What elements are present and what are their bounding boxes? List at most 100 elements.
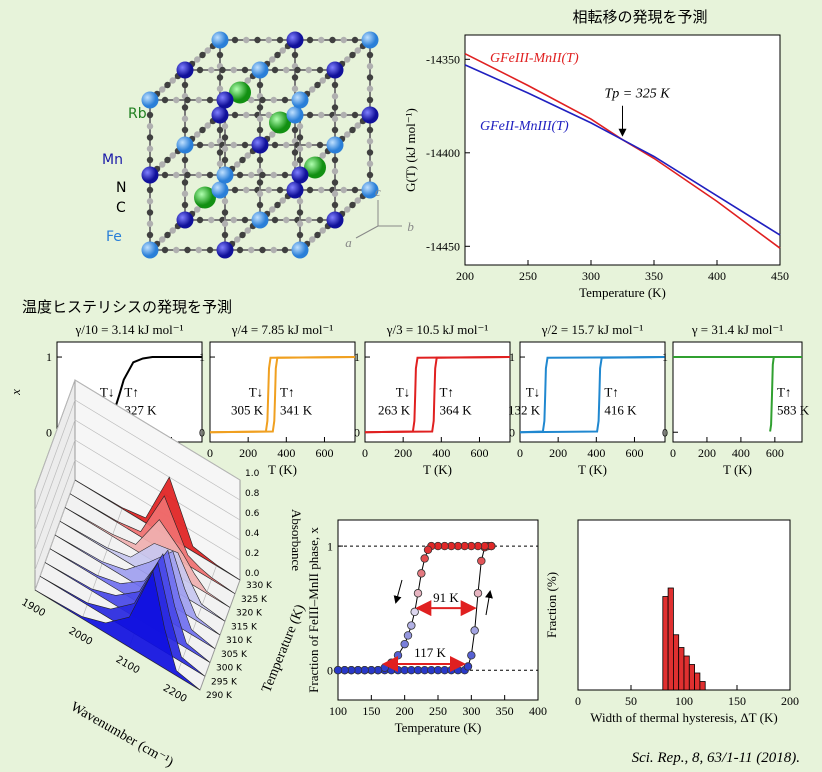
fe-atom: [292, 92, 309, 109]
x-tick-label: 400: [529, 704, 547, 718]
x-tick-label: 200: [239, 446, 257, 460]
x-axis-label: Width of thermal hysteresis, ΔT (K): [590, 710, 777, 725]
bead: [283, 217, 289, 223]
bead: [147, 232, 153, 238]
bead: [182, 191, 188, 197]
bead: [271, 172, 277, 178]
annotation: 117 K: [414, 645, 446, 660]
bead: [277, 37, 283, 43]
annotation: T↓: [396, 385, 410, 400]
x-axis-label: Temperature (K): [395, 720, 482, 735]
y-tick-label: 1: [354, 350, 360, 364]
mn-atom: [287, 32, 304, 49]
bead: [242, 217, 248, 223]
bead: [332, 93, 338, 99]
x-tick-label: 600: [625, 446, 643, 460]
y-tick-label: -14350: [426, 53, 460, 67]
y-tick-label: 1.0: [245, 469, 260, 479]
bead: [332, 127, 338, 133]
bead: [352, 112, 358, 118]
z-tick-label: 300 K: [216, 664, 243, 674]
bead: [314, 232, 320, 238]
x-axis-label: Temperature (K): [579, 285, 666, 300]
bead: [367, 63, 373, 69]
annotation: T↑: [439, 385, 453, 400]
z-tick-label: 330 K: [246, 581, 273, 591]
fe-atom: [217, 167, 234, 184]
bead: [272, 217, 278, 223]
bead: [164, 232, 170, 238]
bead: [205, 47, 211, 53]
bead: [232, 187, 238, 193]
bead: [320, 77, 326, 83]
bead: [367, 149, 373, 155]
bead: [344, 56, 350, 62]
bead: [318, 187, 324, 193]
x-tick-label: 350: [645, 269, 663, 283]
bead: [306, 67, 312, 73]
bead: [266, 187, 272, 193]
bead: [207, 172, 213, 178]
x-tick-label: 0: [575, 694, 581, 708]
x-tick-label: 400: [587, 446, 605, 460]
bead: [332, 82, 338, 88]
atom-label: Rb: [128, 106, 147, 122]
atom-label: Mn: [102, 152, 123, 168]
fe-atom: [177, 137, 194, 154]
bead: [243, 187, 249, 193]
bead: [294, 67, 300, 73]
bead: [239, 157, 245, 163]
bead: [245, 77, 251, 83]
bead: [332, 168, 338, 174]
section-title: 温度ヒステリシスの発現を予測: [22, 298, 232, 316]
bead: [184, 247, 190, 253]
bead: [232, 112, 238, 118]
annotation: 91 K: [433, 590, 459, 605]
x-tick-label: 200: [698, 446, 716, 460]
bead: [297, 134, 303, 140]
bead: [162, 247, 168, 253]
bead: [164, 157, 170, 163]
bead: [355, 47, 361, 53]
bead: [199, 52, 205, 58]
bead: [147, 198, 153, 204]
y-tick-label: -14400: [426, 146, 460, 160]
y-tick-label: 1: [509, 350, 515, 364]
y-tick-label: 0: [46, 425, 52, 439]
bead: [317, 217, 323, 223]
annotation: 341 K: [280, 403, 313, 418]
bar: [668, 588, 673, 690]
bead: [257, 127, 263, 133]
data-point: [418, 570, 426, 578]
bead: [184, 172, 190, 178]
chart-title: γ/3 = 10.5 kJ mol⁻¹: [386, 322, 489, 337]
bead: [292, 52, 298, 58]
bead: [194, 131, 200, 137]
y-tick-label: 1: [46, 350, 52, 364]
bead: [257, 116, 263, 122]
y-axis-label: G(T) (kJ mol⁻¹): [403, 108, 418, 192]
x-tick-label: 0: [207, 446, 213, 460]
atom-label: N: [116, 180, 126, 196]
bead: [307, 37, 313, 43]
x-tick-label: 400: [432, 446, 450, 460]
bead: [309, 86, 315, 92]
data-point: [404, 632, 412, 640]
annotation: 263 K: [378, 403, 411, 418]
bead: [207, 97, 213, 103]
bead: [297, 232, 303, 238]
x-tick-label: 250: [519, 269, 537, 283]
bead: [292, 86, 298, 92]
y-tick-label: 0.6: [245, 509, 260, 519]
bead: [248, 247, 254, 253]
bead: [269, 131, 275, 137]
fe-atom: [287, 107, 304, 124]
y-tick-label: 1: [327, 539, 333, 553]
bead: [147, 209, 153, 215]
bead: [197, 67, 203, 73]
y-tick-label: 1: [662, 350, 668, 364]
z-tick-label: 310 K: [226, 636, 253, 646]
annotation: 364 K: [439, 403, 472, 418]
mn-atom: [142, 167, 159, 184]
bead: [341, 112, 347, 118]
